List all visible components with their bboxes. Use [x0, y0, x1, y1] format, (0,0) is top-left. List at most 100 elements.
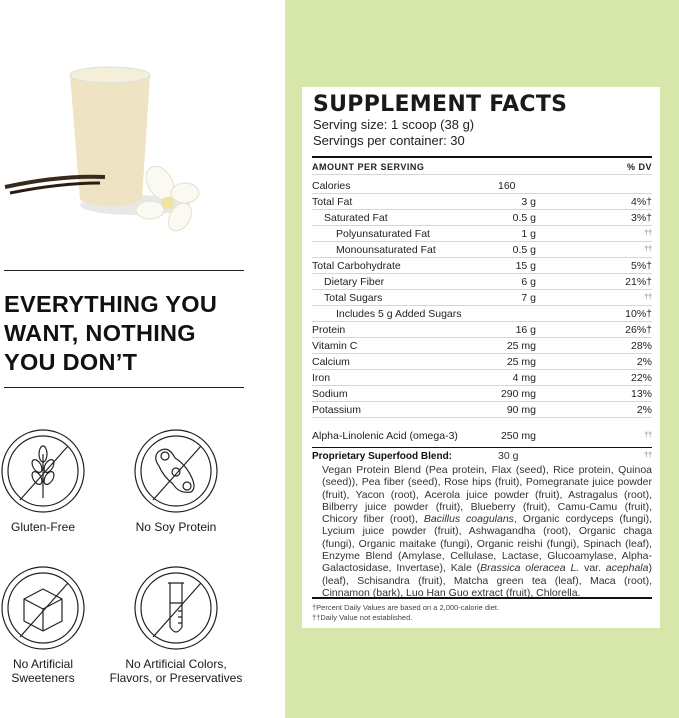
divider: [312, 156, 652, 158]
nutrient-amount: 0.5 g: [512, 244, 536, 256]
nutrient-dv: 21%†: [625, 276, 652, 288]
no-wheat-icon: [1, 429, 85, 513]
headline-line: WANT, NOTHING: [4, 320, 196, 346]
nutrient-dv: 26%†: [625, 324, 652, 336]
badge-no-artificial-colors: No Artificial Colors, Flavors, or Preser…: [104, 565, 248, 685]
nutrient-amount: 90 mg: [506, 404, 536, 416]
proprietary-blend: Proprietary Superfood Blend: 30 g †† Veg…: [312, 450, 652, 599]
nutrient-amount: 160: [498, 180, 516, 192]
nutrient-name: Calcium: [312, 356, 350, 368]
nutrient-dv: ††: [644, 230, 652, 237]
nutrient-amount: 15 g: [515, 260, 536, 272]
headline: EVERYTHING YOU WANT, NOTHING YOU DON’T: [4, 290, 217, 377]
nutrient-name: Potassium: [312, 404, 362, 416]
nutrient-amount: 16 g: [515, 324, 536, 336]
ingredients-text: ) (leaf), Schisandra (fruit), Matcha gre…: [322, 562, 652, 599]
divider: [312, 597, 652, 599]
divider: [4, 387, 244, 388]
ingredients-text: var.: [579, 562, 606, 575]
blend-amount: 30 g: [498, 450, 519, 462]
servings-per-container: Servings per container: 30: [313, 133, 465, 148]
facts-header-row: AMOUNT PER SERVING % DV: [312, 159, 652, 175]
nutrient-row: Dietary Fiber 6 g 21%†: [312, 274, 652, 290]
nutrient-name: Vitamin C: [312, 340, 358, 352]
headline-line: YOU DON’T: [4, 349, 138, 375]
nutrient-name: Polyunsaturated Fat: [336, 228, 430, 240]
nutrient-row: Sodium 290 mg 13%: [312, 386, 652, 402]
ingredients-text: , Organic cordyceps (fungi), Lycium juic…: [322, 513, 653, 575]
no-test-tube-icon: [134, 566, 218, 650]
nutrient-dv: 28%: [630, 340, 652, 352]
nutrient-amount: 1 g: [521, 228, 536, 240]
nutrient-dv: 5%†: [630, 260, 652, 272]
badge-label: Gluten-Free: [10, 520, 76, 534]
nutrient-row: Potassium 90 mg 2%: [312, 402, 652, 418]
nutrient-row: Protein 16 g 26%†: [312, 322, 652, 338]
nutrient-row: Total Carbohydrate 15 g 5%†: [312, 258, 652, 274]
nutrient-dv: ††: [644, 432, 652, 439]
nutrient-amount: 25 mg: [506, 356, 536, 368]
ingredients-italic: acephala: [605, 562, 649, 575]
header-dv: % DV: [626, 162, 652, 172]
footnotes: †Percent Daily Values are based on a 2,0…: [312, 603, 499, 623]
nutrient-name: Protein: [312, 324, 346, 336]
nutrient-row: Calories 160: [312, 178, 652, 194]
vanilla-shake-product-image: [4, 66, 200, 232]
nutrient-amount: 0.5 g: [512, 212, 536, 224]
nutrient-amount: 4 mg: [512, 372, 536, 384]
left-panel: EVERYTHING YOU WANT, NOTHING YOU DON’T G…: [0, 0, 285, 718]
nutrient-amount: 3 g: [521, 196, 536, 208]
nutrient-name: Monounsaturated Fat: [336, 244, 436, 256]
ingredients-text: Vegan Protein Blend (Pea protein, Flax (…: [322, 464, 652, 526]
footnote: ††Daily Value not established.: [312, 613, 413, 622]
nutrient-amount: 290 mg: [500, 388, 536, 400]
nutrient-amount: 250 mg: [500, 430, 536, 442]
divider: [312, 447, 652, 448]
nutrient-row: Polyunsaturated Fat 1 g ††: [312, 226, 652, 242]
nutrient-name: Total Sugars: [324, 292, 383, 304]
nutrient-name: Total Carbohydrate: [312, 260, 401, 272]
badge-label: No Artificial Sweeteners: [11, 657, 75, 685]
nutrient-dv: ††: [644, 294, 652, 301]
headline-line: EVERYTHING YOU: [4, 291, 218, 317]
badge-label: No Artificial Colors, Flavors, or Preser…: [109, 657, 243, 685]
nutrient-dv: 2%: [636, 356, 652, 368]
nutrient-row: Includes 5 g Added Sugars 10%†: [312, 306, 652, 322]
nutrient-name: Saturated Fat: [324, 212, 388, 224]
nutrient-row: Saturated Fat 0.5 g 3%†: [312, 210, 652, 226]
nutrient-name: Alpha-Linolenic Acid (omega-3): [312, 430, 458, 442]
nutrient-name: Dietary Fiber: [324, 276, 385, 288]
ingredients-italic: Brassica oleracea L.: [480, 562, 580, 575]
nutrient-row: Vitamin C 25 mg 28%: [312, 338, 652, 354]
blend-dv: ††: [644, 452, 652, 459]
nutrient-amount: 7 g: [521, 292, 536, 304]
nutrient-name: Calories: [312, 180, 351, 192]
blend-name: Proprietary Superfood Blend:: [312, 451, 453, 462]
nutrient-amount: 6 g: [521, 276, 536, 288]
badge-label: No Soy Protein: [135, 520, 217, 534]
badge-no-soy: No Soy Protein: [133, 428, 219, 534]
nutrient-dv: 22%: [630, 372, 652, 384]
header-amount: AMOUNT PER SERVING: [312, 162, 425, 172]
nutrient-dv: 2%: [636, 404, 652, 416]
no-sugar-cube-icon: [1, 566, 85, 650]
nutrient-row: Calcium 25 mg 2%: [312, 354, 652, 370]
nutrient-dv: 13%: [630, 388, 652, 400]
nutrient-name: Sodium: [312, 388, 348, 400]
nutrient-name: Total Fat: [312, 196, 353, 208]
nutrient-row: Alpha-Linolenic Acid (omega-3) 250 mg ††: [312, 428, 652, 444]
nutrient-dv: 3%†: [630, 212, 652, 224]
nutrient-name: Includes 5 g Added Sugars: [336, 308, 462, 320]
nutrient-row: Total Fat 3 g 4%†: [312, 194, 652, 210]
footnote: †Percent Daily Values are based on a 2,0…: [312, 603, 500, 612]
divider: [4, 270, 244, 271]
facts-title: SUPPLEMENT FACTS: [313, 92, 568, 117]
nutrient-amount: 25 mg: [506, 340, 536, 352]
nutrient-row: Iron 4 mg 22%: [312, 370, 652, 386]
nutrient-dv: 10%†: [625, 308, 652, 320]
nutrient-dv: 4%†: [630, 196, 652, 208]
nutrient-row: Total Sugars 7 g ††: [312, 290, 652, 306]
ingredients-italic: Bacillus coagulans: [423, 513, 514, 526]
badge-no-artificial-sweeteners: No Artificial Sweeteners: [0, 565, 86, 685]
nutrient-name: Iron: [312, 372, 331, 384]
